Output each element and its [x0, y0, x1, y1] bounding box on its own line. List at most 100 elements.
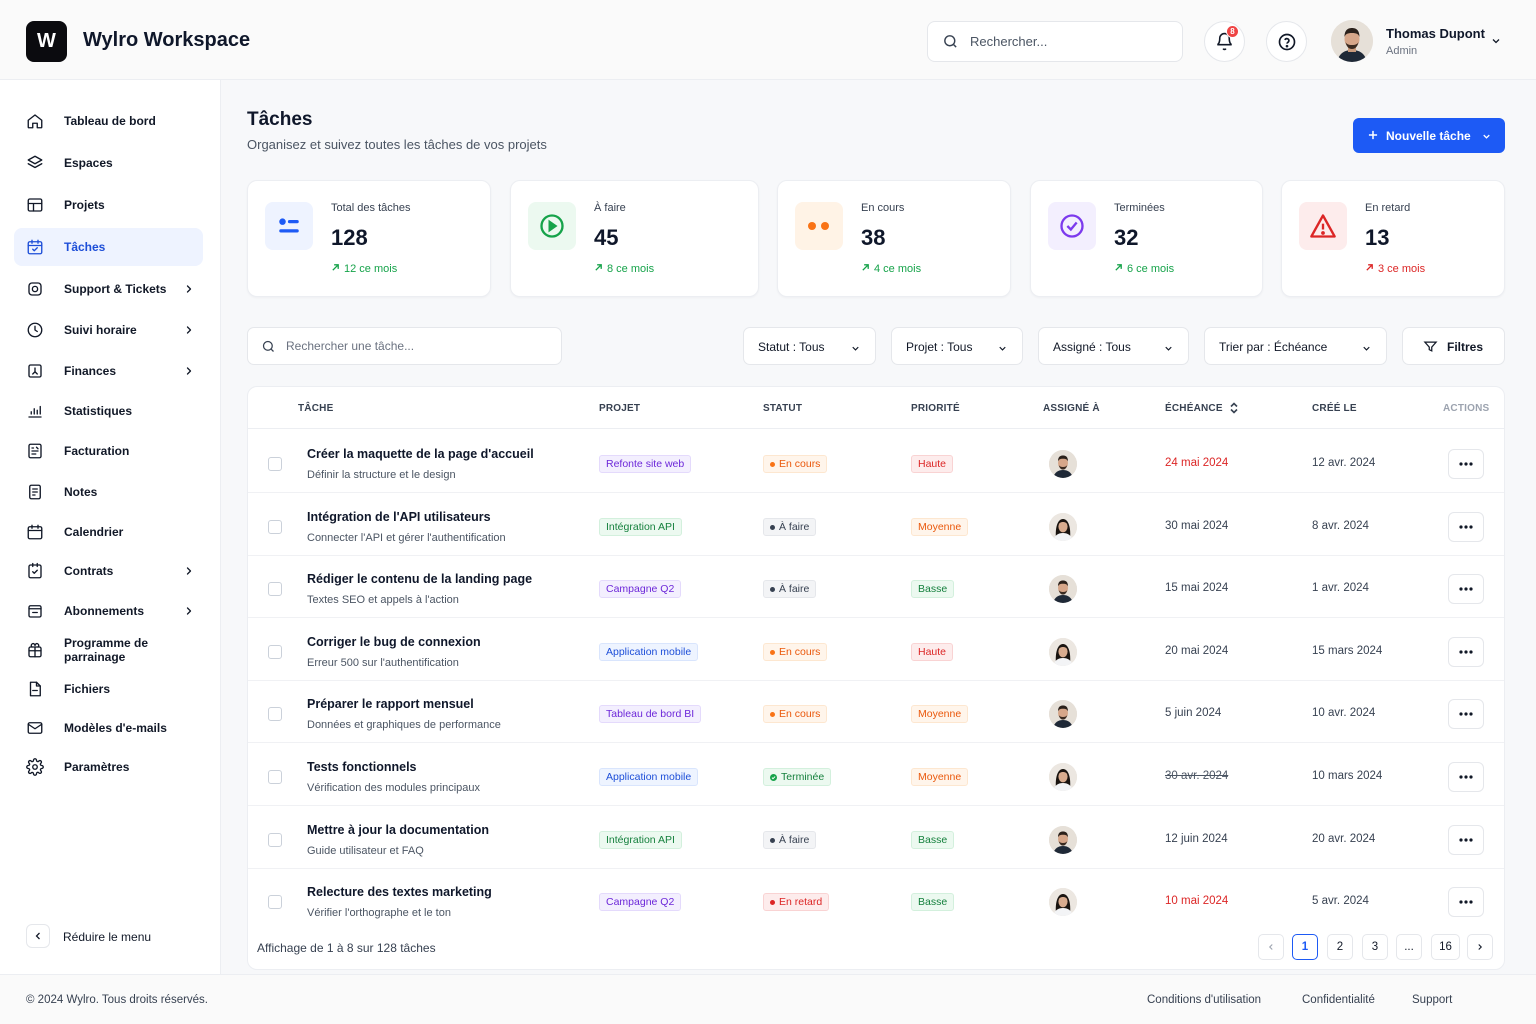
row-actions-button[interactable]	[1448, 449, 1484, 479]
table-row[interactable]: Tests fonctionnels Vérification des modul…	[248, 743, 1504, 806]
row-checkbox[interactable]	[268, 645, 282, 659]
table-row[interactable]: Créer la maquette de la page d'accueil Dé…	[248, 430, 1504, 493]
sidebar-item-files[interactable]: Fichiers	[14, 670, 203, 708]
global-search[interactable]	[927, 21, 1183, 62]
task-name[interactable]: Corriger le bug de connexion	[307, 635, 481, 649]
table-row[interactable]: Corriger le bug de connexion Erreur 500 s…	[248, 618, 1504, 681]
project-badge[interactable]: Intégration API	[599, 831, 682, 849]
assignee-avatar[interactable]	[1049, 826, 1077, 854]
sidebar-item-time[interactable]: Suivi horaire	[14, 311, 203, 349]
page-ellipsis[interactable]: ...	[1396, 934, 1422, 960]
page-button[interactable]: 16	[1431, 934, 1460, 960]
table-row[interactable]: Rédiger le contenu de la landing page Tex…	[248, 555, 1504, 618]
row-actions-button[interactable]	[1448, 762, 1484, 792]
help-button[interactable]	[1266, 21, 1307, 62]
new-task-button[interactable]: Nouvelle tâche	[1353, 118, 1505, 153]
table-row[interactable]: Relecture des textes marketing Vérifier l…	[248, 868, 1504, 931]
user-avatar[interactable]	[1331, 20, 1373, 62]
notifications-button[interactable]: 8	[1204, 21, 1245, 62]
row-checkbox[interactable]	[268, 582, 282, 596]
sidebar-item-referral[interactable]: Programme de parrainage	[14, 631, 203, 669]
status-filter[interactable]: Statut : Tous	[743, 327, 876, 365]
assignee-avatar[interactable]	[1049, 888, 1077, 916]
row-checkbox[interactable]	[268, 707, 282, 721]
prev-page-button[interactable]	[1258, 934, 1284, 960]
sort-icon[interactable]	[1229, 402, 1239, 414]
stat-card[interactable]: Total des tâches 128 12 ce mois	[247, 180, 491, 297]
page-button[interactable]: 2	[1327, 934, 1353, 960]
sidebar-item-support[interactable]: Support & Tickets	[14, 270, 203, 308]
assignee-avatar[interactable]	[1049, 700, 1077, 728]
project-badge[interactable]: Application mobile	[599, 768, 699, 786]
row-actions-button[interactable]	[1448, 574, 1484, 604]
global-search-input[interactable]	[970, 22, 1170, 61]
row-checkbox[interactable]	[268, 457, 282, 471]
support-link[interactable]: Support	[1412, 994, 1453, 1006]
assignee-avatar[interactable]	[1049, 763, 1077, 791]
sidebar-item-tasks[interactable]: Tâches	[14, 228, 203, 266]
row-checkbox[interactable]	[268, 895, 282, 909]
sidebar-item-projects[interactable]: Projets	[14, 186, 203, 224]
sort-select[interactable]: Trier par : Échéance	[1204, 327, 1387, 365]
task-name[interactable]: Relecture des textes marketing	[307, 885, 492, 899]
sidebar-item-settings[interactable]: Paramètres	[14, 748, 203, 786]
sidebar-item-dashboard[interactable]: Tableau de bord	[14, 102, 203, 140]
table-row[interactable]: Intégration de l'API utilisateurs Connect…	[248, 493, 1504, 556]
task-name[interactable]: Mettre à jour la documentation	[307, 823, 489, 837]
page-button[interactable]: 1	[1292, 934, 1318, 960]
stat-card[interactable]: En retard 13 3 ce mois	[1281, 180, 1505, 297]
row-actions-button[interactable]	[1448, 637, 1484, 667]
row-checkbox[interactable]	[268, 770, 282, 784]
table-row[interactable]: Préparer le rapport mensuel Données et gr…	[248, 680, 1504, 743]
sidebar-item-billing[interactable]: Facturation	[14, 432, 203, 470]
task-search-input[interactable]	[286, 328, 546, 364]
sidebar-item-stats[interactable]: Statistiques	[14, 392, 203, 430]
project-badge[interactable]: Campagne Q2	[599, 580, 682, 598]
project-badge[interactable]: Tableau de bord BI	[599, 705, 702, 723]
filters-button[interactable]: Filtres	[1402, 327, 1505, 365]
project-badge[interactable]: Refonte site web	[599, 455, 692, 473]
row-checkbox[interactable]	[268, 520, 282, 534]
sidebar-item-email-templates[interactable]: Modèles d'e-mails	[14, 709, 203, 747]
sidebar-item-calendar[interactable]: Calendrier	[14, 513, 203, 551]
page-button[interactable]: 3	[1362, 934, 1388, 960]
assignee-filter[interactable]: Assigné : Tous	[1038, 327, 1189, 365]
chevron-down-icon[interactable]	[1490, 35, 1502, 47]
stat-card[interactable]: En cours 38 4 ce mois	[777, 180, 1011, 297]
sidebar-item-finances[interactable]: Finances	[14, 352, 203, 390]
column-due[interactable]: ÉCHÉANCE	[1165, 403, 1223, 414]
sidebar-item-spaces[interactable]: Espaces	[14, 144, 203, 182]
assignee-avatar[interactable]	[1049, 638, 1077, 666]
next-page-button[interactable]	[1467, 934, 1493, 960]
row-checkbox[interactable]	[268, 833, 282, 847]
sidebar-item-notes[interactable]: Notes	[14, 473, 203, 511]
row-actions-button[interactable]	[1448, 887, 1484, 917]
assignee-avatar[interactable]	[1049, 575, 1077, 603]
task-name[interactable]: Rédiger le contenu de la landing page	[307, 572, 533, 586]
privacy-link[interactable]: Confidentialité	[1302, 994, 1375, 1006]
stat-card[interactable]: À faire 45 8 ce mois	[510, 180, 759, 297]
project-badge[interactable]: Intégration API	[599, 518, 682, 536]
row-actions-button[interactable]	[1448, 512, 1484, 542]
terms-link[interactable]: Conditions d'utilisation	[1147, 994, 1262, 1006]
task-name[interactable]: Tests fonctionnels	[307, 760, 417, 774]
app-logo[interactable]: W	[26, 21, 67, 62]
assignee-avatar[interactable]	[1049, 450, 1077, 478]
row-actions-button[interactable]	[1448, 825, 1484, 855]
collapse-menu-label[interactable]: Réduire le menu	[63, 930, 152, 944]
sidebar-item-contracts[interactable]: Contrats	[14, 552, 203, 590]
project-badge[interactable]: Campagne Q2	[599, 893, 682, 911]
assignee-avatar[interactable]	[1049, 513, 1077, 541]
task-name[interactable]: Intégration de l'API utilisateurs	[307, 510, 491, 524]
task-name[interactable]: Créer la maquette de la page d'accueil	[307, 447, 534, 461]
table-row[interactable]: Mettre à jour la documentation Guide util…	[248, 806, 1504, 869]
user-name[interactable]: Thomas Dupont	[1386, 26, 1485, 41]
stat-card[interactable]: Terminées 32 6 ce mois	[1030, 180, 1263, 297]
collapse-menu-button[interactable]	[26, 924, 50, 948]
task-search[interactable]	[247, 327, 562, 365]
project-filter[interactable]: Projet : Tous	[891, 327, 1023, 365]
task-name[interactable]: Préparer le rapport mensuel	[307, 697, 474, 711]
sidebar-item-subscriptions[interactable]: Abonnements	[14, 592, 203, 630]
row-actions-button[interactable]	[1448, 699, 1484, 729]
project-badge[interactable]: Application mobile	[599, 643, 699, 661]
